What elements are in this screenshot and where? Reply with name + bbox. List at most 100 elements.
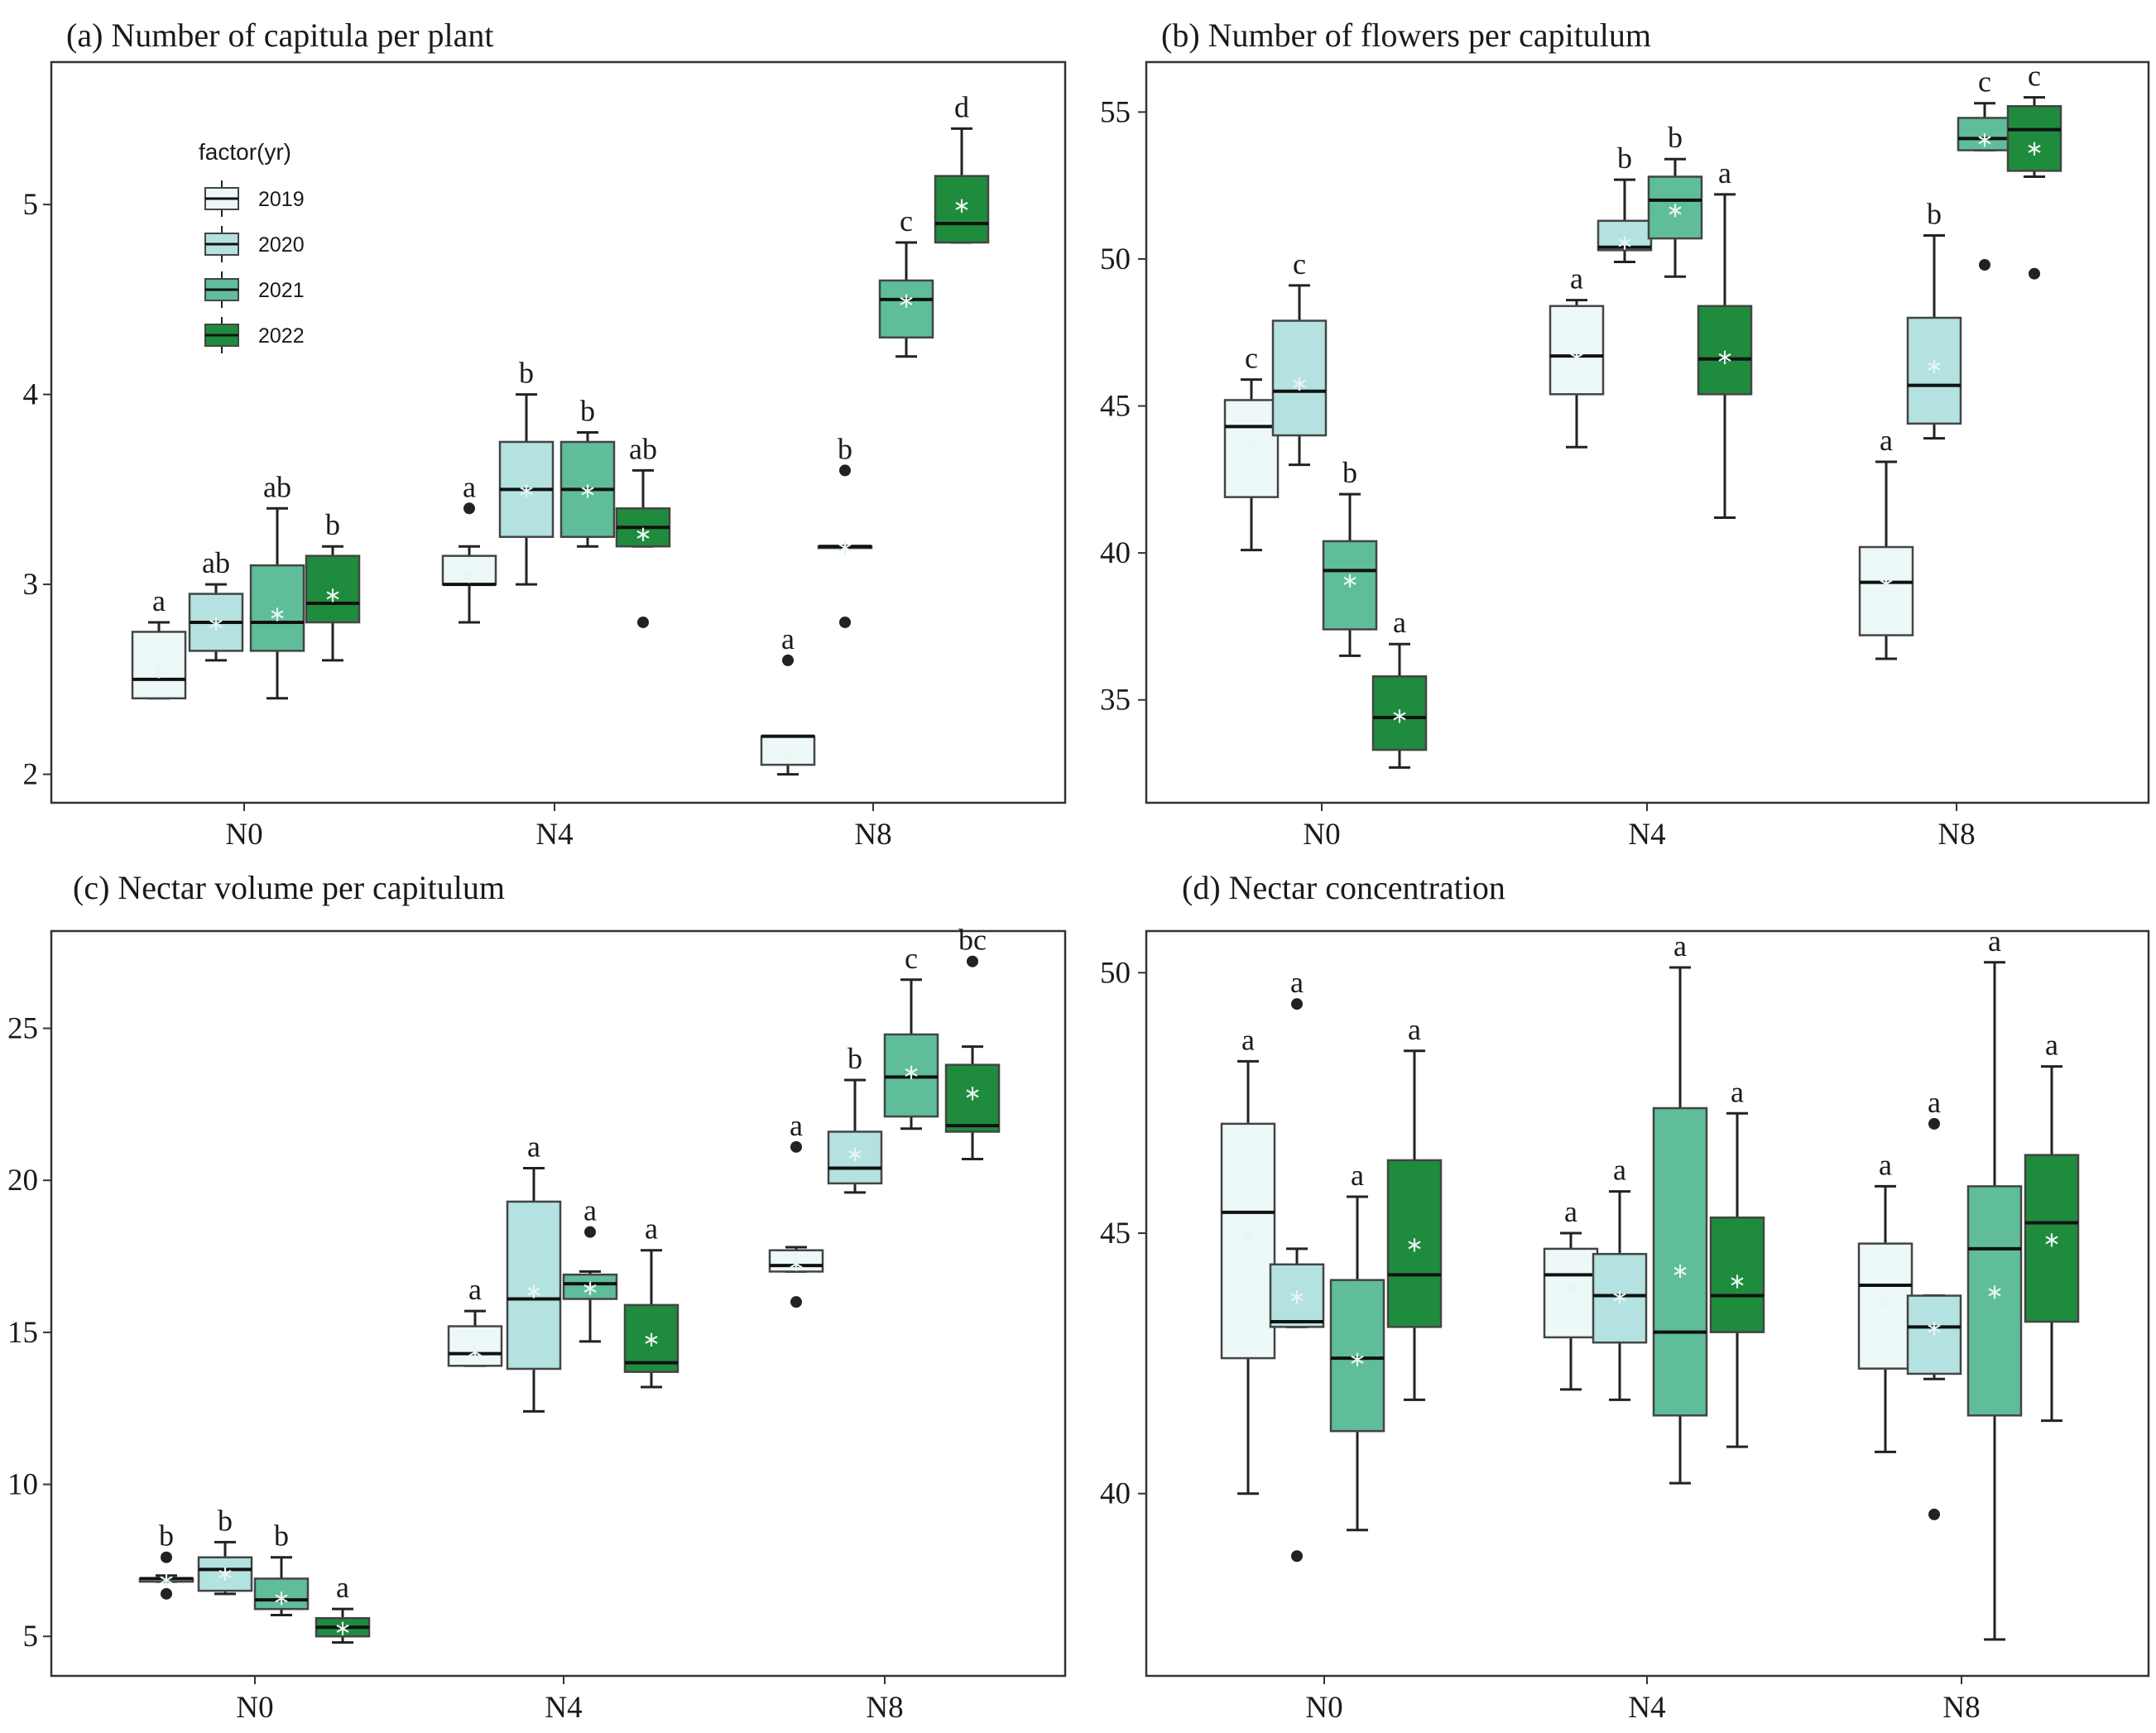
- mean-marker: ∗: [272, 1586, 291, 1611]
- x-tick-label: N4: [545, 1691, 582, 1725]
- mean-marker: ∗: [634, 522, 652, 547]
- significance-letter: a: [645, 1212, 658, 1246]
- mean-marker: ∗: [779, 745, 797, 770]
- significance-letter: b: [838, 432, 852, 465]
- box-body: [1592, 1252, 1648, 1344]
- legend-key-2020: [204, 226, 239, 262]
- mean-marker: ∗: [525, 1279, 543, 1303]
- significance-letter: a: [583, 1194, 597, 1227]
- box-2022-N8: ∗a: [2024, 1029, 2080, 1423]
- significance-letter: ab: [629, 432, 657, 465]
- significance-letter: a: [1564, 1195, 1577, 1228]
- box-2022-N4: ∗ ab: [615, 432, 671, 628]
- legend-label: 2019: [258, 188, 305, 211]
- box-2019-N4: ∗a: [1543, 1195, 1599, 1391]
- box-body: [441, 554, 497, 586]
- mean-marker: ∗: [466, 1340, 484, 1365]
- box-body: [1329, 1279, 1385, 1433]
- box-body: [1858, 545, 1914, 636]
- panel-a-frame: [50, 60, 1067, 804]
- box-2021-N8: ∗c: [878, 204, 934, 358]
- outlier-point: [790, 1296, 802, 1308]
- significance-letter: b: [274, 1519, 289, 1553]
- outlier-point: [1928, 1117, 1940, 1130]
- mean-marker: ∗: [1666, 199, 1684, 223]
- mean-marker: ∗: [1728, 1270, 1746, 1294]
- box-2020-N0: ∗ ab: [188, 546, 244, 662]
- box-2019-N4: ∗a: [447, 1273, 503, 1367]
- mean-marker: ∗: [2025, 137, 2043, 161]
- significance-letter: a: [1673, 929, 1687, 963]
- y-tick-label: 10: [7, 1468, 38, 1502]
- box-2020-N8: ∗b: [827, 1042, 883, 1194]
- significance-letter: ab: [263, 470, 291, 503]
- box-body: [1652, 1107, 1708, 1417]
- mean-marker: ∗: [150, 659, 168, 684]
- box-2019-N8: ∗a: [1857, 1148, 1914, 1453]
- box-2019-N0: ∗a: [1220, 1023, 1276, 1495]
- outlier-point: [161, 1587, 172, 1600]
- box-2022-N4: ∗a: [1697, 156, 1753, 519]
- box-2021-N8: ∗c: [1957, 65, 2013, 271]
- significance-letter: b: [848, 1042, 862, 1075]
- box-body: [1223, 399, 1280, 498]
- y-tick-label: 5: [23, 188, 39, 222]
- mean-marker: ∗: [1976, 127, 1994, 152]
- y-tick-label: 40: [1100, 536, 1131, 570]
- box-2020-N8: ∗b: [1906, 198, 1962, 440]
- y-tick-label: 45: [1100, 390, 1131, 424]
- significance-letter: a: [1570, 262, 1583, 295]
- box-body: [506, 1200, 562, 1371]
- box-body: [131, 631, 187, 700]
- box-2020-N4: ∗b: [498, 357, 555, 586]
- mean-marker: ∗: [836, 535, 854, 560]
- significance-letter: a: [1718, 156, 1731, 190]
- panel-a-title: (a) Number of capitula per plant: [66, 17, 493, 54]
- significance-letter: a: [463, 470, 476, 503]
- y-tick-label: 20: [7, 1164, 38, 1198]
- box-body: [562, 1273, 618, 1300]
- box-body: [1647, 175, 1703, 240]
- significance-letter: a: [1241, 1023, 1255, 1056]
- box-2021-N4: ∗b: [1647, 121, 1703, 278]
- outlier-point: [1979, 259, 1990, 271]
- outlier-point: [463, 502, 475, 515]
- box-body: [623, 1303, 679, 1373]
- y-tick-label: 55: [1100, 95, 1131, 129]
- significance-letter: b: [519, 357, 534, 390]
- significance-letter: b: [218, 1504, 233, 1537]
- mean-marker: ∗: [953, 194, 971, 218]
- significance-letter: a: [1988, 924, 2001, 958]
- box-body: [305, 554, 361, 624]
- legend: factor(yr) 2019 2020 2021 2022: [199, 139, 305, 353]
- mean-marker: ∗: [1405, 1233, 1424, 1258]
- significance-letter: a: [336, 1571, 349, 1604]
- x-tick-label: N0: [1303, 818, 1340, 852]
- significance-letter: c: [2028, 60, 2041, 93]
- panel-b: (b) Number of flowers per capitulum 35 40…: [1100, 17, 2150, 852]
- box-2019-N4: ∗a: [1549, 262, 1605, 449]
- box-2019-N0: ∗a: [131, 584, 187, 700]
- box-2022-N8: ∗c: [2006, 60, 2062, 280]
- box-2020-N4: ∗a: [506, 1131, 562, 1413]
- mean-marker: ∗: [268, 602, 286, 627]
- x-tick-label: N8: [854, 818, 891, 852]
- box-2021-N0: ∗ ab: [249, 470, 305, 700]
- box-body: [1271, 319, 1328, 437]
- panel-c-title: (c) Nectar volume per capitulum: [73, 869, 505, 906]
- mean-marker: ∗: [902, 1060, 920, 1085]
- box-body: [1709, 1216, 1765, 1333]
- mean-marker: ∗: [1986, 1279, 2004, 1304]
- box-body: [2006, 105, 2062, 172]
- x-tick-label: N4: [1628, 1691, 1665, 1725]
- y-tick-label: 50: [1100, 242, 1131, 276]
- box-2019-N8: ∗a: [1858, 424, 1914, 660]
- x-tick-label: N0: [236, 1691, 273, 1725]
- mean-marker: ∗: [642, 1327, 660, 1352]
- box-body: [447, 1325, 503, 1367]
- significance-letter: c: [1293, 247, 1306, 281]
- box-body: [1386, 1159, 1443, 1328]
